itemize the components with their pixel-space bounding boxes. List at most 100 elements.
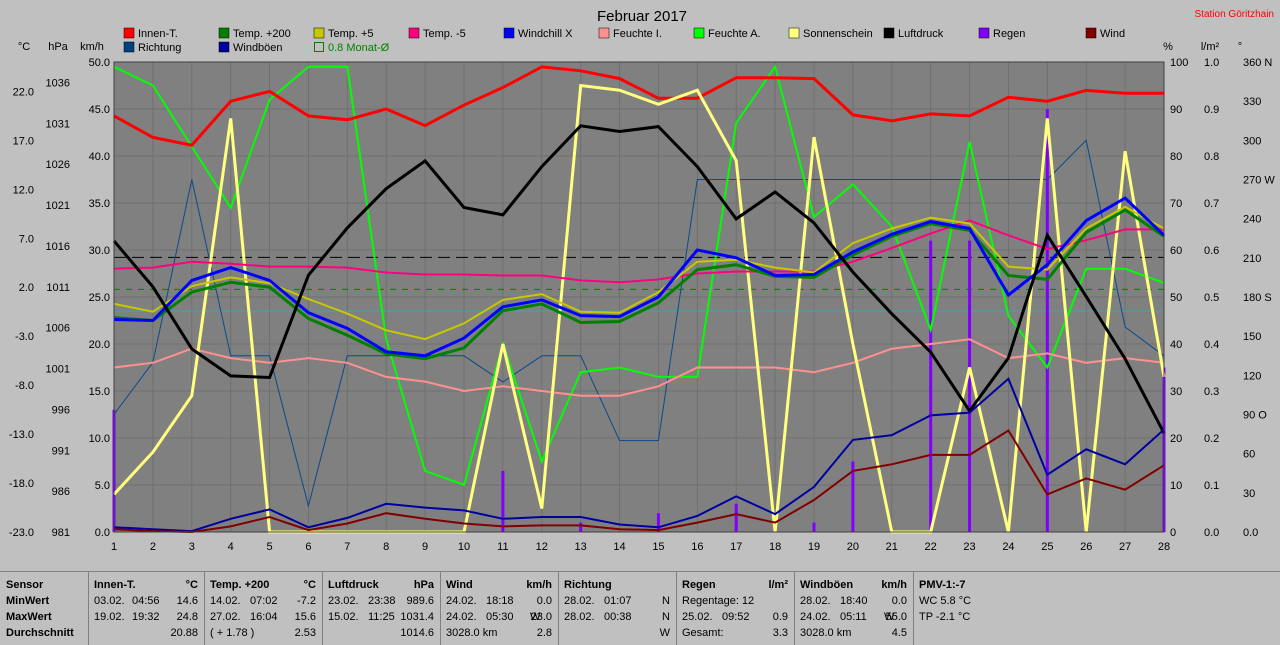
stats-value: 989.6: [406, 595, 434, 607]
series-line-windb-en: [113, 377, 1165, 533]
temp-tick-label: 22.0: [13, 86, 34, 98]
station-label: Station Göritzhain: [1195, 9, 1275, 20]
wind-tick-label: 0.0: [95, 527, 110, 539]
legend-item: Innen-T.: [123, 27, 178, 40]
stats-value: 0.9: [772, 611, 788, 623]
stats-pmv: PMV-1:-7 WC 5.8 °C TP -2.1 °C: [913, 572, 1003, 645]
x-tick-label: 25: [1041, 541, 1053, 553]
pmv-wc: WC 5.8 °C: [919, 595, 972, 607]
wind-tick-label: 15.0: [89, 386, 110, 398]
legend-swatch: [123, 41, 135, 53]
x-tick-label: 16: [691, 541, 703, 553]
stats-col-regen: Regen l/m² Regentage: 12 25.02. 09:52 0.9 Gesa…: [676, 572, 795, 645]
rain-tick-label: 0.9: [1204, 104, 1219, 116]
stats-value: N: [662, 611, 670, 623]
stats-date: 25.02.: [682, 611, 713, 623]
pressure-tick-label: 1026: [46, 159, 70, 171]
legend-swatch: [503, 27, 515, 39]
legend-label: Sonnenschein: [803, 28, 873, 40]
pressure-tick-label: 1031: [46, 118, 70, 130]
legend-label: Feuchte I.: [613, 28, 662, 40]
stats-label-max: MaxWert: [6, 611, 52, 623]
axes: °C hPa km/h% l/m² ° 22.0 17.0 12.0 7.0 2.0 -3.0 -8.…: [9, 41, 1275, 553]
x-tick-label: 3: [189, 541, 195, 553]
stats-row-labels: Sensor MinWert MaxWert Durchschnitt: [0, 572, 89, 645]
percent-tick-label: 40: [1170, 339, 1182, 351]
pressure-tick-label: 1016: [46, 241, 70, 253]
stats-label-min: MinWert: [6, 595, 50, 607]
series-line-luftdruck: [112, 124, 1166, 434]
unit-rain: l/m²: [1201, 41, 1220, 53]
stats-date: Gesamt:: [682, 627, 724, 639]
stats-label-avg: Durchschnitt: [6, 627, 74, 639]
direction-tick-label: 270 W: [1243, 175, 1275, 187]
stats-col-title: Wind: [446, 579, 473, 591]
stats-col-unit: l/m²: [768, 579, 788, 591]
x-tick-label: 8: [383, 541, 389, 553]
stats-time: 16:04: [250, 611, 278, 623]
stats-avg-row: 3028.0 km 2.8: [446, 625, 552, 641]
stats-value: -7.2: [297, 595, 316, 607]
stats-direction: W: [884, 611, 895, 623]
wind-tick-label: 5.0: [95, 480, 110, 492]
stats-time: 19:32: [132, 611, 160, 623]
direction-tick-label: 210: [1243, 253, 1261, 265]
stats-value: 14.6: [176, 595, 198, 607]
stats-time: 18:40: [840, 595, 868, 607]
stats-min-row: 03.02. 04:56 14.6: [94, 593, 198, 609]
wind-tick-label: 25.0: [89, 292, 110, 304]
direction-tick-label: 120: [1243, 370, 1261, 382]
stats-value: 20.88: [170, 627, 198, 639]
stats-value: 0.0: [891, 595, 907, 607]
rain-tick-label: 0.3: [1204, 386, 1219, 398]
temp-tick-label: -8.0: [15, 380, 34, 392]
direction-tick-label: 150: [1243, 331, 1261, 343]
direction-tick-label: 300: [1243, 135, 1261, 147]
temp-tick-label: 12.0: [13, 184, 34, 196]
stats-col-unit: km/h: [526, 579, 552, 591]
stats-date: 14.02.: [210, 595, 241, 607]
legend-label: Windchill X: [518, 28, 573, 40]
stats-date: 3028.0 km: [446, 627, 498, 639]
pressure-tick-label: 1011: [46, 282, 70, 294]
stats-label-sensor: Sensor: [6, 579, 44, 591]
stats-col-title: Windböen: [800, 579, 854, 591]
legend-label: Regen: [993, 28, 1025, 40]
rain-tick-label: 0.4: [1204, 339, 1219, 351]
stats-value: N: [662, 595, 670, 607]
percent-tick-label: 0: [1170, 527, 1176, 539]
chart-title: Februar 2017: [597, 8, 687, 25]
direction-tick-label: 60: [1243, 449, 1255, 461]
series-line-temp-200: [113, 208, 1165, 361]
percent-tick-label: 70: [1170, 198, 1182, 210]
temp-tick-label: 2.0: [19, 282, 34, 294]
stats-date: 23.02.: [328, 595, 359, 607]
legend-item: Wind: [1085, 27, 1125, 40]
stats-value: 24.8: [176, 611, 198, 623]
stats-max-row: 28.02. 00:38 N: [564, 609, 670, 625]
wind-tick-label: 20.0: [89, 339, 110, 351]
stats-col-unit: °C: [185, 579, 198, 591]
rain-bar: [501, 470, 505, 532]
x-tick-label: 14: [613, 541, 625, 553]
direction-tick-label: 0.0: [1243, 527, 1258, 539]
stats-date: 24.02.: [446, 611, 477, 623]
legend-item: Sonnenschein: [788, 27, 873, 40]
legend-label: Windböen: [233, 42, 283, 54]
series-line-feuchte-i: [113, 338, 1165, 397]
x-tick-label: 7: [344, 541, 350, 553]
stats-col-temp-200: Temp. +200 °C 14.02. 07:02 -7.2 27.02. 16:04 15…: [204, 572, 323, 645]
legend-item: Richtung: [123, 41, 181, 54]
stats-min-row: 28.02. 18:40 0.0: [800, 593, 907, 609]
weather-chart: °C hPa km/h% l/m² ° 22.0 17.0 12.0 7.0 2.0 -3.0 -8.…: [8, 8, 1276, 553]
series-line-innen-t: [113, 65, 1164, 147]
temp-tick-label: 17.0: [13, 135, 34, 147]
pmv-tp: TP -2.1 °C: [919, 611, 971, 623]
direction-tick-label: 330: [1243, 96, 1261, 108]
statistics-panel: Sensor MinWert MaxWert Durchschnitt Inne…: [0, 571, 1280, 645]
stats-time: 05:11: [840, 611, 867, 623]
legend-label: Wind: [1100, 28, 1125, 40]
stats-value: 4.5: [891, 627, 907, 639]
legend-item: Feuchte I.: [598, 27, 662, 40]
rain-bar: [656, 513, 660, 532]
